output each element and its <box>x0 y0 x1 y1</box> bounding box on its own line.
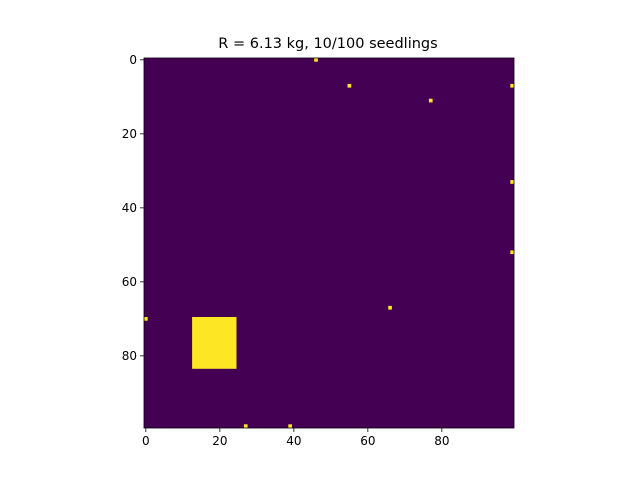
y-tick-label-60: 60 <box>122 275 137 289</box>
heatmap-cell-9 <box>288 424 292 428</box>
heatmap-cell-3 <box>510 83 514 88</box>
y-tick-label-80: 80 <box>122 349 137 363</box>
x-tick-label-60: 60 <box>360 434 375 448</box>
heatmap-cell-6 <box>388 305 392 310</box>
y-tick-label-0: 0 <box>129 53 137 67</box>
x-tick-label-80: 80 <box>434 434 449 448</box>
heatmap-background <box>144 58 514 428</box>
y-tick-label-40: 40 <box>122 201 137 215</box>
heatmap-cell-2 <box>428 98 433 103</box>
heatmap-cell-7 <box>144 317 148 321</box>
heatmap-cell-0 <box>314 58 318 62</box>
x-tick-label-0: 0 <box>142 434 150 448</box>
x-axis: 0 20 40 60 80 <box>142 428 449 448</box>
y-axis: 0 20 40 60 80 <box>122 53 144 363</box>
heatmap-cell-4 <box>510 180 514 184</box>
plot-area <box>143 57 515 429</box>
heatmap-cell-1 <box>347 83 352 88</box>
x-tick-label-20: 20 <box>212 434 227 448</box>
x-tick-label-40: 40 <box>286 434 301 448</box>
chart-title: R = 6.13 kg, 10/100 seedlings <box>218 36 437 52</box>
heatmap-block-0 <box>192 317 237 369</box>
y-tick-label-20: 20 <box>122 127 137 141</box>
plot-frame <box>143 57 515 429</box>
heatmap-cell-8 <box>243 424 248 428</box>
heatmap-cell-5 <box>510 250 514 255</box>
